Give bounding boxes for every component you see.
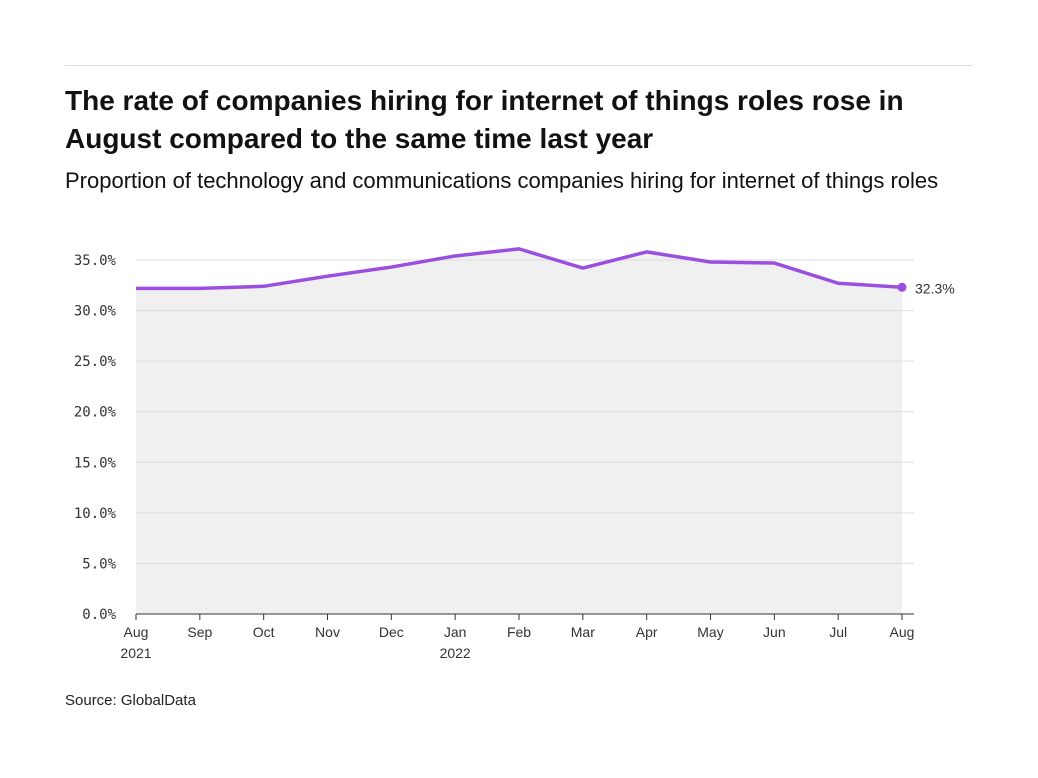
y-tick-label: 10.0% (74, 506, 117, 522)
y-tick-label: 30.0% (74, 304, 117, 320)
y-tick-label: 35.0% (74, 253, 117, 269)
x-tick-label: Sep (187, 624, 212, 640)
source-note: Source: GlobalData (65, 692, 196, 709)
x-tick-label: Jul (829, 624, 847, 640)
x-tick-label: Mar (571, 624, 595, 640)
x-tick-label: May (697, 624, 723, 640)
x-tick-label: Dec (379, 624, 404, 640)
y-tick-label: 0.0% (82, 607, 116, 623)
x-tick-label: 2021 (120, 645, 151, 661)
x-tick-label: Jan (444, 624, 467, 640)
x-tick-label: Jun (763, 624, 786, 640)
series-line (136, 247, 903, 291)
x-tick-label: Oct (253, 624, 275, 640)
y-tick-label: 20.0% (74, 405, 117, 421)
y-tick-label: 5.0% (82, 556, 116, 572)
chart-title: The rate of companies hiring for interne… (65, 85, 904, 154)
x-tick-label: Aug (124, 624, 149, 640)
x-tick-label: Aug (890, 624, 915, 640)
x-tick-label: Apr (636, 624, 658, 640)
data-point (897, 282, 907, 292)
end-value-label: 32.3% (915, 280, 955, 296)
chart-subtitle: Proportion of technology and communicati… (65, 168, 939, 193)
top-rule (65, 65, 973, 66)
area-fill (136, 248, 902, 615)
x-tick-label: 2022 (440, 645, 471, 661)
y-tick-label: 25.0% (74, 354, 117, 370)
x-tick-label: Feb (507, 624, 531, 640)
x-tick-label: Nov (315, 624, 340, 640)
y-tick-label: 15.0% (74, 455, 117, 471)
